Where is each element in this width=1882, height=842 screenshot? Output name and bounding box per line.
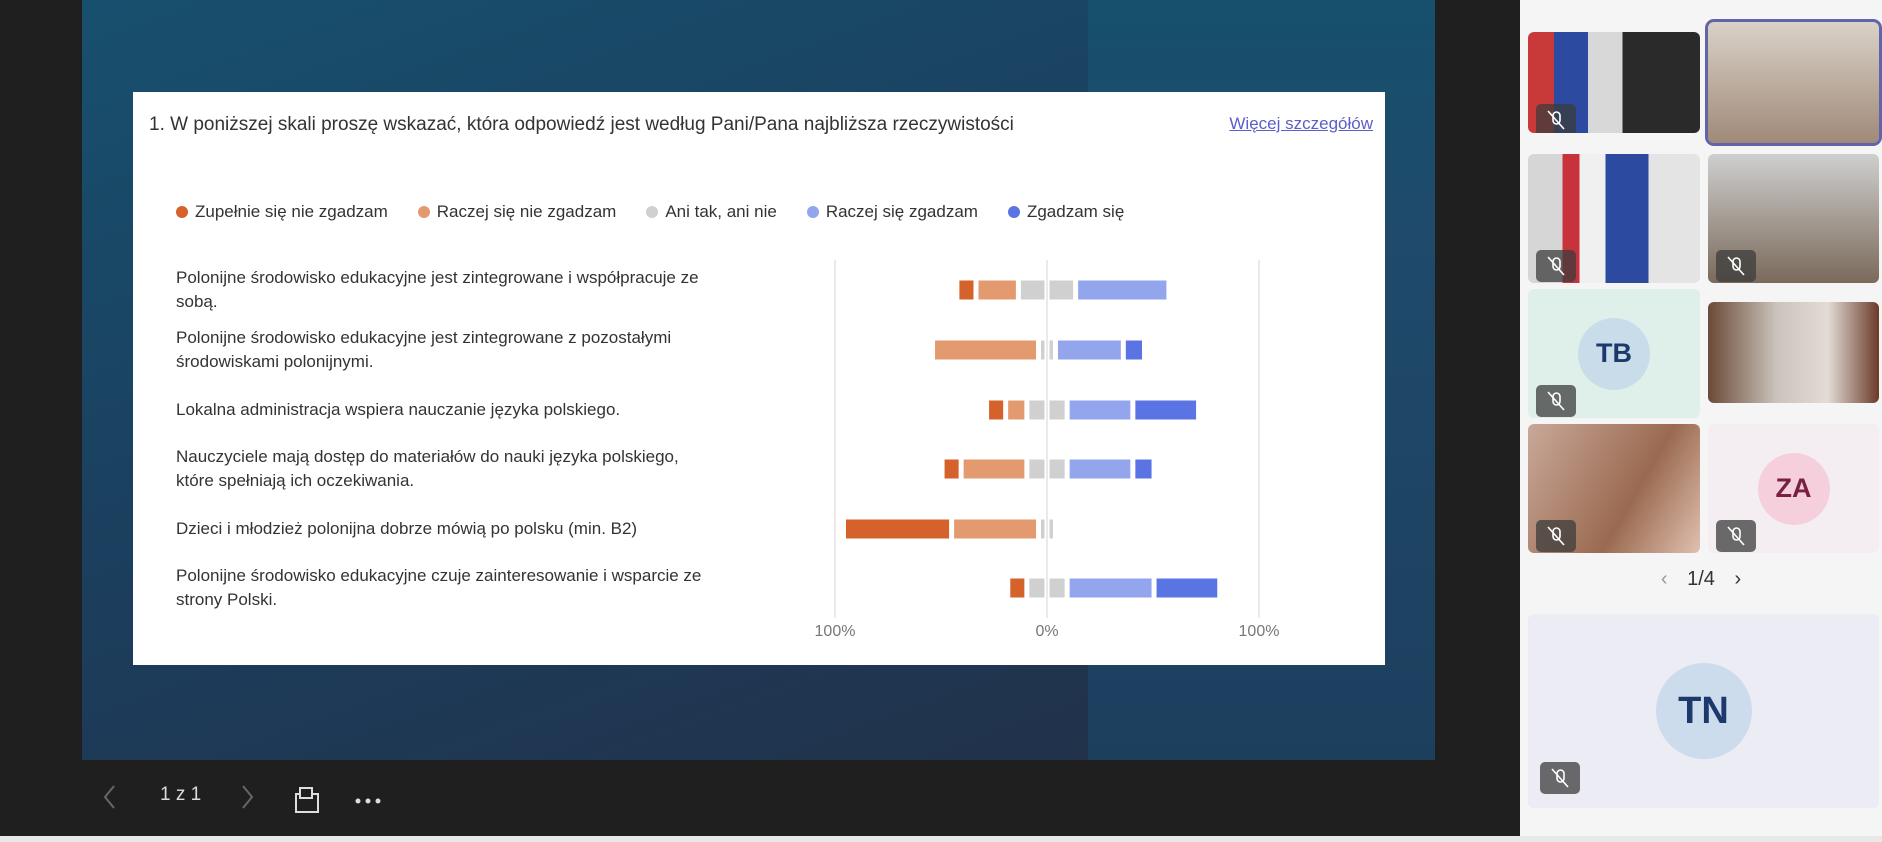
bar-segment (1057, 340, 1121, 360)
mute-icon (1716, 250, 1756, 282)
bar-segment (1049, 578, 1065, 598)
prev-button[interactable] (100, 782, 120, 812)
bar-segment (935, 340, 1037, 360)
row-label: Lokalna administracja wspiera nauczanie … (176, 400, 621, 419)
participant-tile: ZA (1708, 424, 1879, 553)
view-button[interactable] (293, 786, 323, 816)
pager-text: 1/4 (1687, 568, 1715, 590)
bar-segment (959, 280, 974, 300)
bar-segment (1135, 459, 1152, 479)
bar-segment (1069, 578, 1152, 598)
participant-tile (1708, 154, 1879, 283)
participant-tile (1528, 154, 1700, 283)
bar-segment (1041, 340, 1045, 360)
legend-label: Raczej się nie zgadzam (436, 202, 617, 221)
bar-segment (1069, 459, 1131, 479)
row-label: Polonijne środowisko edukacyjne czuje za… (176, 566, 702, 609)
form-card: 100% 0% 100% 1. W poniższej skali proszę w… (133, 92, 1385, 665)
bar-segment (1049, 519, 1053, 539)
legend-swatch (176, 206, 188, 218)
participant-tile: TN (1528, 614, 1879, 808)
bar-segment (1008, 400, 1025, 420)
bar-segment (1069, 400, 1131, 420)
pager-next[interactable]: › (1734, 568, 1742, 590)
bar-segment (989, 400, 1004, 420)
stage: 100% 0% 100% 1. W poniższej skali proszę w… (0, 0, 1520, 836)
legend-swatch (806, 206, 819, 218)
chart: 100% 0% 100% (815, 260, 1280, 640)
legend-label: Zgadzam się (1026, 202, 1125, 221)
participant-tile (1708, 302, 1879, 403)
bar-segment (1029, 578, 1045, 598)
bar-segment (1156, 578, 1218, 598)
legend-swatch (417, 206, 430, 218)
details-link[interactable]: Więcej szczegółów (1229, 114, 1373, 133)
legend: Zupełnie się nie zgadzam Raczej się nie z… (176, 202, 1124, 222)
legend-item: Raczej się zgadzam (806, 202, 978, 222)
row-label: Nauczyciele mają dostęp do materiałów do… (176, 447, 679, 490)
next-button[interactable] (238, 782, 258, 812)
bar-segment (1049, 340, 1053, 360)
mute-icon (1540, 762, 1580, 794)
x-tick-label: 100% (1239, 623, 1280, 640)
mute-icon (1716, 520, 1756, 552)
participant-tile (1705, 19, 1882, 146)
mute-icon (1536, 104, 1576, 133)
bar-segment (1041, 519, 1045, 539)
bar-segment (845, 519, 950, 539)
bar-segment (1078, 280, 1167, 300)
page-indicator: 1 z 1 (160, 784, 202, 805)
participants-pager: ‹ 1/4 › (1520, 568, 1882, 591)
more-button[interactable] (354, 796, 384, 806)
bar-segment (1010, 578, 1025, 598)
legend-swatch (1007, 206, 1020, 218)
participant-tile: TB (1528, 289, 1700, 418)
participants-panel: TB ZA TN (1520, 0, 1882, 836)
mute-icon (1536, 385, 1576, 417)
legend-item: Ani tak, ani nie (646, 202, 777, 222)
bar-segment (1020, 280, 1045, 300)
avatar-initials: ZA (1757, 452, 1830, 525)
bar-segment (1135, 400, 1197, 420)
bar-segment (963, 459, 1025, 479)
bar-segment (978, 280, 1016, 300)
legend-item: Zgadzam się (1007, 202, 1125, 222)
legend-label: Ani tak, ani nie (665, 202, 777, 221)
legend-swatch (646, 206, 659, 218)
bar-segment (1049, 459, 1065, 479)
bar-segment (1029, 459, 1045, 479)
legend-item: Zupełnie się nie zgadzam (176, 202, 388, 222)
legend-item: Raczej się nie zgadzam (417, 202, 617, 222)
avatar-initials: TB (1578, 317, 1650, 390)
row-label: Polonijne środowisko edukacyjne jest zin… (176, 268, 699, 311)
x-tick-label: 0% (1035, 623, 1058, 640)
bar-segment (954, 519, 1037, 539)
bar-segment (1125, 340, 1143, 360)
legend-label: Zupełnie się nie zgadzam (195, 202, 388, 221)
toolbar: 1 z 1 (0, 760, 1520, 836)
legend-label: Raczej się zgadzam (825, 202, 978, 221)
mute-icon (1536, 250, 1576, 282)
bar-segment (1049, 400, 1065, 420)
participant-tile (1528, 32, 1700, 133)
row-label: Polonijne środowisko edukacyjne jest zin… (176, 328, 672, 371)
bar-segment (944, 459, 959, 479)
row-label: Dzieci i młodzież polonijna dobrze mówią… (176, 519, 638, 538)
participant-tile (1528, 424, 1700, 553)
question-title: 1. W poniższej skali proszę wskazać, któ… (149, 114, 1014, 135)
bar-segment (1029, 400, 1045, 420)
status-strip (0, 836, 1882, 842)
x-tick-label: 100% (815, 623, 856, 640)
mute-icon (1536, 520, 1576, 552)
pager-prev[interactable]: ‹ (1660, 568, 1668, 590)
bar-segment (1049, 280, 1074, 300)
avatar-initials: TN (1655, 663, 1752, 759)
